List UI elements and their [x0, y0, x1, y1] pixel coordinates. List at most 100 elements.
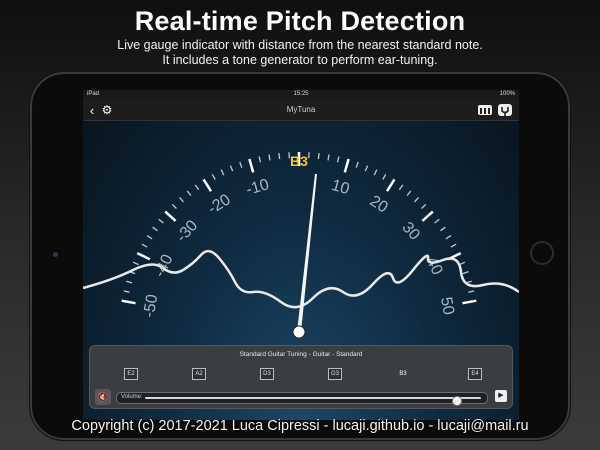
- gauge-tick: [406, 190, 412, 197]
- gauge-tick: [373, 169, 378, 176]
- gauge-tick: [327, 154, 330, 161]
- gauge-tick: [194, 184, 200, 191]
- gauge-tick: [136, 251, 151, 261]
- app-title: MyTuna: [286, 105, 316, 114]
- copyright-footer: Copyright (c) 2017-2021 Luca Cipressi - …: [71, 418, 529, 434]
- status-bar: iPad 15:25 100%: [83, 90, 519, 100]
- tuning-panel: Standard Guitar Tuning - Guitar - Standa…: [89, 345, 513, 409]
- note-button-b3[interactable]: B3: [399, 371, 407, 377]
- gauge-tick: [211, 173, 216, 180]
- waveform-line: [83, 249, 519, 309]
- gauge-tick: [164, 210, 177, 222]
- mute-button[interactable]: 🔇: [95, 389, 111, 405]
- gauge-tick: [123, 290, 130, 293]
- subtitle-line-2: It includes a tone generator to perform …: [162, 53, 438, 67]
- note-button-e4[interactable]: E4: [468, 368, 482, 380]
- gauge-tick: [336, 156, 340, 163]
- gauge-tick: [468, 290, 475, 293]
- gauge-scale-label: -30: [173, 217, 201, 246]
- gauge-tick: [158, 218, 164, 224]
- gauge-scale-label: 50: [437, 296, 457, 317]
- detected-note: B3: [290, 153, 308, 169]
- gauge-scale-label: 30: [398, 219, 423, 244]
- pitch-gauge: -50 -40 -30-20 -10 10 20 30 40 50 B3: [83, 152, 519, 339]
- gauge-scale-label: -10: [244, 176, 271, 199]
- battery-label: 100%: [499, 91, 515, 97]
- note-button-g3[interactable]: G3: [328, 368, 342, 380]
- gauge-scale-labels: -50 -40 -30-20 -10 10 20 30 40 50: [141, 176, 457, 319]
- chevron-left-icon: ‹: [89, 102, 95, 118]
- gauge-tick: [385, 178, 396, 192]
- subtitle-line-1: Live gauge indicator with distance from …: [117, 38, 483, 52]
- volume-thumb[interactable]: [452, 396, 463, 406]
- gauge-tick: [398, 184, 404, 191]
- gauge-scale-label: 40: [422, 254, 445, 278]
- gauge-tick: [278, 153, 281, 160]
- volume-row: 🔇 Volume: ▶: [92, 386, 510, 406]
- gauge-tick: [121, 299, 136, 305]
- gauge-scale-label: -40: [151, 252, 176, 280]
- home-button[interactable]: [530, 241, 554, 265]
- gauge-scale-label: -20: [205, 191, 234, 218]
- piano-button[interactable]: [477, 102, 493, 118]
- needle-pivot: [292, 325, 306, 339]
- gauge-tick: [220, 169, 225, 176]
- gauge-tick: [186, 190, 192, 197]
- gauge-ticks: [121, 152, 477, 305]
- gauge-tick: [421, 203, 427, 209]
- piano-icon: [478, 105, 492, 115]
- gauge-tick: [179, 196, 184, 203]
- gauge-tick: [317, 153, 320, 160]
- tuning-fork-button[interactable]: [497, 102, 513, 118]
- gauge-tick: [434, 218, 440, 224]
- volume-track: [145, 396, 481, 406]
- gauge-tick: [141, 243, 148, 248]
- gauge-tick: [239, 161, 243, 168]
- gauge-tick: [152, 226, 158, 232]
- nav-bar: ‹ ⚙ MyTuna: [83, 100, 519, 121]
- gauge-tick: [414, 196, 419, 203]
- note-button-e2[interactable]: E2: [124, 368, 138, 380]
- play-icon: ▶: [498, 392, 504, 399]
- gauge-tick: [248, 158, 255, 173]
- gauge-tick: [126, 280, 133, 284]
- gauge-scale-label: 20: [367, 193, 391, 217]
- play-button[interactable]: ▶: [495, 390, 507, 402]
- carrier-label: iPad: [87, 91, 100, 97]
- tuning-fork-icon: [498, 104, 512, 116]
- gauge-needle: [297, 174, 317, 332]
- gauge-tick: [146, 235, 153, 240]
- volume-label: Volume:: [121, 394, 143, 400]
- gauge-scale-label: 10: [329, 177, 351, 198]
- gauge-tick: [132, 261, 139, 266]
- note-button-a2[interactable]: A2: [192, 368, 206, 380]
- gauge-tick: [268, 154, 271, 161]
- tuning-title: Standard Guitar Tuning - Guitar - Standa…: [239, 351, 363, 358]
- gauge-tick: [382, 173, 387, 180]
- gauge-tick: [343, 158, 350, 173]
- back-button[interactable]: ‹: [86, 102, 98, 118]
- gauge-tick: [450, 243, 457, 248]
- front-camera: [53, 252, 58, 257]
- headline: Real-time Pitch Detection: [134, 6, 466, 36]
- gauge-scale-label: -50: [141, 293, 162, 319]
- gauge-tick: [445, 235, 452, 240]
- clock: 15:25: [293, 91, 309, 97]
- gauge-tick: [202, 178, 213, 192]
- gauge-tick: [355, 161, 359, 168]
- volume-slider[interactable]: Volume:: [116, 392, 488, 406]
- app-screen: iPad 15:25 100% ‹ ⚙ MyTuna -50 -40 -30 -20-…: [83, 90, 519, 420]
- gauge-tick: [440, 226, 446, 232]
- note-button-d3[interactable]: D3: [260, 368, 274, 380]
- settings-button[interactable]: ⚙: [100, 102, 114, 118]
- gear-icon: ⚙: [101, 103, 113, 117]
- note-row: E2 A2 D3 G3 B3 E4: [90, 368, 512, 382]
- gauge-tick: [171, 203, 177, 209]
- speaker-off-icon: 🔇: [97, 391, 109, 402]
- gauge-tick: [229, 165, 234, 172]
- gauge-tick: [258, 156, 262, 163]
- gauge-tick: [462, 270, 469, 275]
- gauge-tick: [421, 210, 434, 222]
- gauge-tick: [364, 165, 369, 172]
- gauge-tick: [462, 299, 477, 305]
